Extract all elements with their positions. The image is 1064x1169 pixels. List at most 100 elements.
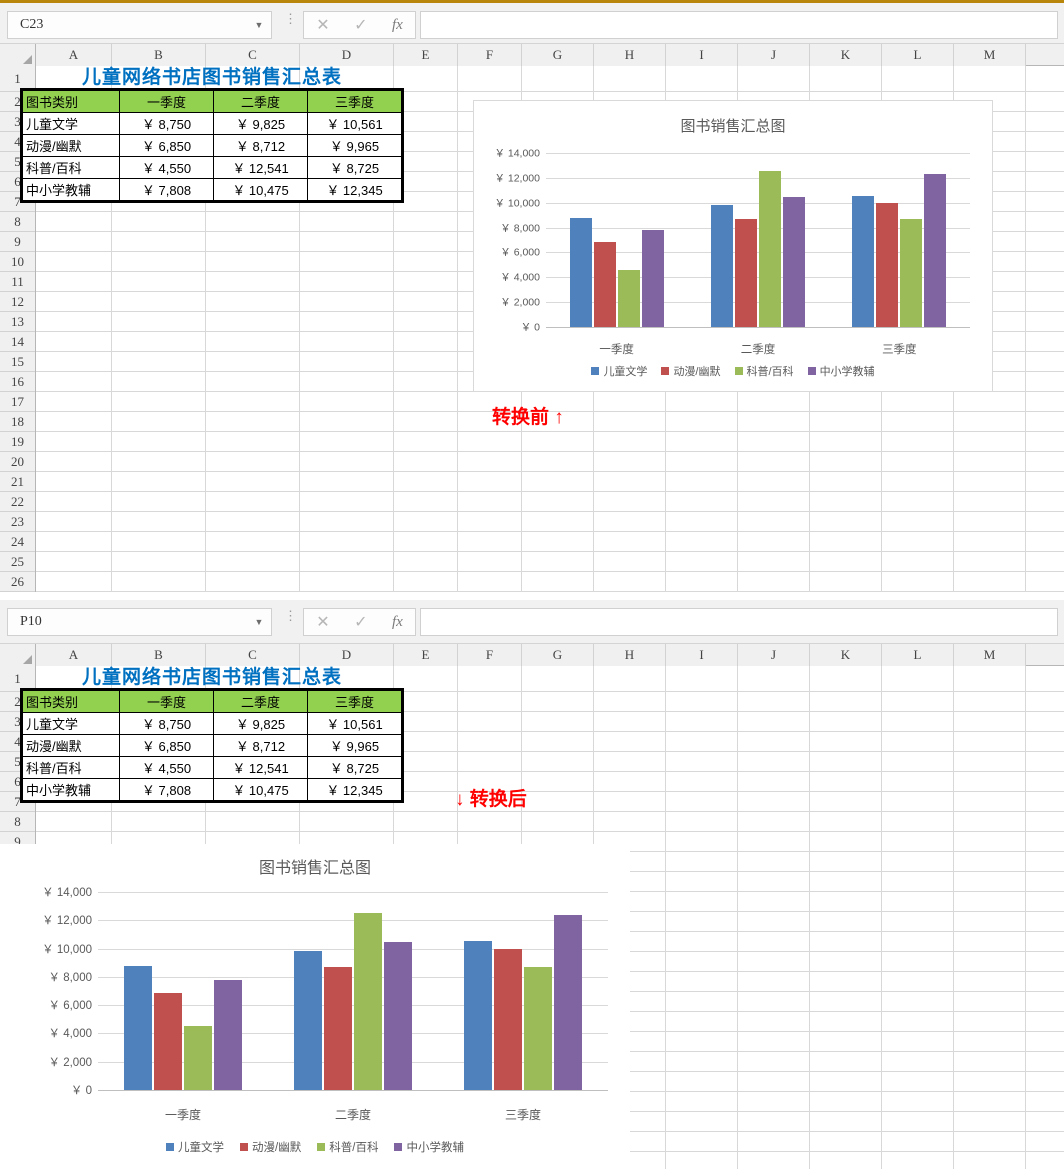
column-header-H[interactable]: H (594, 644, 666, 666)
row-header-14[interactable]: 14 (0, 332, 35, 352)
formula-input-1[interactable] (420, 11, 1058, 39)
row-header-13[interactable]: 13 (0, 312, 35, 332)
column-header-H[interactable]: H (594, 44, 666, 66)
table-header-cell[interactable]: 图书类别 (22, 90, 120, 113)
table-cell[interactable]: ￥ 8,750 (119, 112, 214, 135)
table-cell[interactable]: 动漫/幽默 (22, 734, 120, 757)
chart-bar[interactable] (214, 979, 242, 1090)
legend-item[interactable]: 儿童文学 (591, 363, 647, 379)
chart-bar[interactable] (494, 949, 522, 1090)
chart-bar[interactable] (852, 195, 875, 327)
table-cell[interactable]: ￥ 4,550 (119, 156, 214, 179)
chart-bar[interactable] (124, 966, 152, 1090)
legend-item[interactable]: 科普/百科 (317, 1139, 378, 1155)
table-cell[interactable]: 科普/百科 (22, 756, 120, 779)
column-header-M[interactable]: M (954, 644, 1026, 666)
formula-input-2[interactable] (420, 608, 1058, 636)
chart-bar[interactable] (324, 966, 352, 1090)
column-header-L[interactable]: L (882, 644, 954, 666)
table-cell[interactable]: ￥ 7,808 (119, 178, 214, 201)
column-header-K[interactable]: K (810, 644, 882, 666)
column-header-I[interactable]: I (666, 644, 738, 666)
select-all-corner-2[interactable] (0, 644, 36, 666)
row-header-16[interactable]: 16 (0, 372, 35, 392)
table-cell[interactable]: ￥ 9,965 (307, 734, 402, 757)
table-cell[interactable]: ￥ 12,541 (213, 756, 308, 779)
table-cell[interactable]: ￥ 10,561 (307, 712, 402, 735)
column-header-C[interactable]: C (206, 644, 300, 666)
row-header-17[interactable]: 17 (0, 392, 35, 412)
chart-bar[interactable] (384, 941, 412, 1090)
table-cell[interactable]: ￥ 8,712 (213, 734, 308, 757)
select-all-corner-1[interactable] (0, 44, 36, 66)
table-cell[interactable]: ￥ 10,475 (213, 778, 308, 801)
cancel-icon-2[interactable]: ✕ (316, 614, 330, 631)
chart-bar[interactable] (876, 203, 899, 327)
table-cell[interactable]: ￥ 9,825 (213, 712, 308, 735)
chart-bar[interactable] (294, 951, 322, 1090)
row-header-1[interactable]: 1 (0, 66, 35, 92)
legend-item[interactable]: 科普/百科 (734, 363, 794, 379)
row-header-10[interactable]: 10 (0, 252, 35, 272)
column-header-I[interactable]: I (666, 44, 738, 66)
column-header-C[interactable]: C (206, 44, 300, 66)
chevron-down-icon[interactable]: ▼ (254, 20, 264, 30)
row-header-8[interactable]: 8 (0, 812, 35, 832)
column-header-B[interactable]: B (112, 644, 206, 666)
column-header-M[interactable]: M (954, 44, 1026, 66)
table-cell[interactable]: 科普/百科 (22, 156, 120, 179)
chart-before[interactable]: 图书销售汇总图 ￥ 0 ￥ 2,000 ￥ 4,000 ￥ 6,000 ￥ 8,000 ￥ … (473, 100, 993, 392)
chart-bar[interactable] (783, 196, 805, 327)
column-header-E[interactable]: E (394, 44, 458, 66)
name-box-1[interactable]: C23 ▼ (7, 11, 272, 39)
row-header-20[interactable]: 20 (0, 452, 35, 472)
column-header-G[interactable]: G (522, 644, 594, 666)
table-cell[interactable]: 儿童文学 (22, 712, 120, 735)
column-header-A[interactable]: A (36, 44, 112, 66)
chart-bar[interactable] (554, 915, 582, 1090)
table-cell[interactable]: ￥ 7,808 (119, 778, 214, 801)
row-header-12[interactable]: 12 (0, 292, 35, 312)
table-cell[interactable]: 中小学教辅 (22, 778, 120, 801)
cancel-icon-1[interactable]: ✕ (316, 17, 330, 34)
column-header-J[interactable]: J (738, 44, 810, 66)
chart-after[interactable]: 图书销售汇总图 ￥ 0 ￥ 2,000 ￥ 4,000 ￥ 6,000 ￥ 8,000 ￥ … (0, 844, 630, 1169)
name-box-2[interactable]: P10 ▼ (7, 608, 272, 636)
table-header-cell[interactable]: 三季度 (307, 690, 402, 713)
legend-item[interactable]: 中小学教辅 (807, 363, 875, 379)
column-header-K[interactable]: K (810, 44, 882, 66)
chart-bar[interactable] (735, 218, 757, 327)
chart-bar[interactable] (154, 993, 182, 1090)
row-header-24[interactable]: 24 (0, 532, 35, 552)
table-header-cell[interactable]: 图书类别 (22, 690, 120, 713)
row-header-15[interactable]: 15 (0, 352, 35, 372)
table-cell[interactable]: 中小学教辅 (22, 178, 120, 201)
table-header-cell[interactable]: 一季度 (119, 690, 214, 713)
table-cell[interactable]: ￥ 8,750 (119, 712, 214, 735)
column-header-G[interactable]: G (522, 44, 594, 66)
chart-bar[interactable] (184, 1025, 212, 1090)
row-header-25[interactable]: 25 (0, 552, 35, 572)
table-cell[interactable]: ￥ 12,541 (213, 156, 308, 179)
legend-item[interactable]: 动漫/幽默 (661, 363, 721, 379)
insert-function-icon-1[interactable]: fx (391, 16, 403, 33)
table-header-cell[interactable]: 二季度 (213, 690, 308, 713)
column-header-A[interactable]: A (36, 644, 112, 666)
table-header-cell[interactable]: 一季度 (119, 90, 214, 113)
table-header-cell[interactable]: 三季度 (307, 90, 402, 113)
chart-bar[interactable] (900, 218, 923, 327)
table-cell[interactable]: 动漫/幽默 (22, 134, 120, 157)
table-cell[interactable]: ￥ 8,725 (307, 756, 402, 779)
table-cell[interactable]: 儿童文学 (22, 112, 120, 135)
table-cell[interactable]: ￥ 4,550 (119, 756, 214, 779)
chart-bar[interactable] (593, 241, 616, 327)
row-header-23[interactable]: 23 (0, 512, 35, 532)
column-header-E[interactable]: E (394, 644, 458, 666)
column-header-B[interactable]: B (112, 44, 206, 66)
confirm-icon-2[interactable]: ✓ (354, 614, 368, 631)
row-header-19[interactable]: 19 (0, 432, 35, 452)
insert-function-icon-2[interactable]: fx (391, 613, 403, 630)
chart-bar[interactable] (711, 204, 733, 327)
more-options-icon-1[interactable]: ⋮ (284, 11, 297, 26)
column-header-F[interactable]: F (458, 44, 522, 66)
